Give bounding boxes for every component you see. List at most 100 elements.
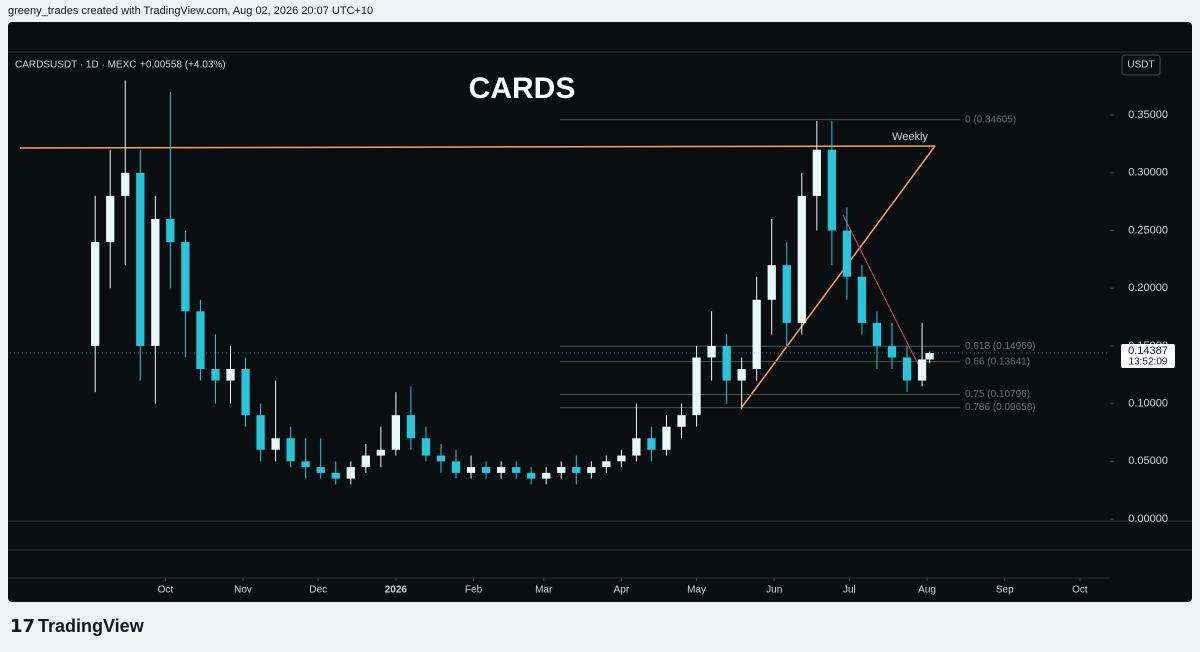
- candle-body: [662, 426, 671, 450]
- candle-body: [496, 467, 506, 473]
- x-tick-label: Dec: [309, 585, 327, 596]
- candle-body: [451, 461, 461, 473]
- candle-body: [857, 276, 867, 323]
- brand: TradingView: [38, 616, 145, 636]
- candle-body: [917, 359, 927, 381]
- currency-label: USDT: [1127, 60, 1154, 71]
- candle-body: [632, 438, 641, 456]
- candle-body: [692, 357, 701, 416]
- candle-body: [887, 345, 897, 358]
- x-tick-label: Feb: [465, 585, 483, 596]
- candle-body: [121, 172, 130, 196]
- trend-line: [741, 145, 936, 408]
- candle-body: [226, 369, 235, 381]
- candle-body: [91, 242, 100, 346]
- candle-body: [752, 299, 761, 370]
- candle-body: [151, 218, 160, 346]
- x-tick-label: Sep: [996, 585, 1014, 596]
- candle-body: [617, 455, 626, 462]
- x-tick-label: Jul: [843, 585, 856, 596]
- y-tick-label: 0.00000: [1128, 513, 1168, 525]
- candle-body: [196, 311, 205, 370]
- candle-body: [925, 353, 934, 360]
- candle-body: [181, 242, 190, 312]
- candle-body: [166, 218, 175, 243]
- logo-mark: 𝟭𝟳: [10, 616, 35, 636]
- fib-label: 0.75 (0.10796): [965, 389, 1030, 400]
- x-tick-label: Apr: [614, 585, 630, 596]
- horizontal-level: [19, 145, 936, 149]
- candle-body: [361, 455, 370, 468]
- chart-title: CARDS: [469, 72, 576, 105]
- countdown: 13:52:09: [1129, 357, 1168, 368]
- currency-button[interactable]: [1121, 54, 1161, 76]
- candle-body: [271, 438, 280, 450]
- candle-body: [466, 467, 476, 473]
- candle-body: [286, 438, 295, 462]
- candle-body: [782, 265, 791, 323]
- attribution: greeny_trades created with TradingView.c…: [8, 5, 373, 17]
- x-tick-label: Oct: [158, 585, 174, 596]
- candle-body: [827, 149, 837, 231]
- candle-body: [677, 415, 686, 427]
- x-tick-label: 2026: [385, 585, 408, 596]
- change: +0.00558 (+4.03%): [140, 60, 226, 71]
- annotation: Weekly: [892, 131, 928, 143]
- candle-body: [436, 455, 446, 462]
- y-tick-label: 0.25000: [1128, 224, 1168, 236]
- candle-body: [391, 415, 401, 450]
- candle-body: [542, 472, 551, 479]
- fib-label: 0.618 (0.14969): [965, 341, 1036, 352]
- candle-body: [572, 467, 581, 473]
- candle-body: [512, 467, 521, 473]
- candle-body: [812, 149, 821, 196]
- y-tick-label: 0.05000: [1128, 455, 1168, 467]
- x-tick-label: Nov: [234, 585, 252, 596]
- chart-background: [8, 22, 1192, 602]
- fib-label: 0 (0.34605): [965, 114, 1016, 125]
- candle-body: [316, 467, 325, 473]
- candle-body: [902, 357, 912, 381]
- fib-label: 0.786 (0.09658): [965, 402, 1036, 413]
- trend-line: [842, 214, 926, 379]
- candle-body: [587, 467, 596, 473]
- candle-body: [481, 467, 491, 473]
- candle-body: [211, 369, 220, 381]
- candle-body: [722, 345, 731, 381]
- candle-body: [376, 449, 385, 456]
- x-tick-label: May: [687, 585, 706, 596]
- candle-body: [106, 195, 115, 243]
- y-tick-label: 0.35000: [1128, 109, 1168, 121]
- last-price-box: [1121, 344, 1175, 369]
- candle-body: [301, 461, 310, 468]
- symbol: CARDSUSDT · 1D · MEXC: [15, 60, 137, 71]
- candle-body: [767, 265, 776, 300]
- candle-body: [406, 415, 416, 439]
- candle-body: [256, 415, 265, 450]
- candle-body: [647, 438, 656, 450]
- x-tick-label: Oct: [1072, 585, 1088, 596]
- candle-body: [872, 322, 882, 346]
- candle-body: [557, 467, 566, 473]
- y-tick-label: 0.20000: [1128, 282, 1168, 294]
- x-tick-label: Jun: [766, 585, 782, 596]
- fib-label: 0.66 (0.13641): [965, 356, 1030, 367]
- y-tick-label: 0.30000: [1128, 167, 1168, 179]
- candle-body: [421, 438, 431, 456]
- x-tick-label: Mar: [535, 585, 553, 596]
- candle-body: [346, 467, 355, 479]
- x-tick-label: Aug: [918, 585, 936, 596]
- candle-body: [737, 369, 746, 381]
- candle-body: [527, 472, 536, 479]
- y-tick-label: 0.10000: [1128, 398, 1168, 410]
- candle-body: [331, 472, 340, 479]
- candle-body: [797, 195, 806, 323]
- candle-body: [842, 230, 852, 277]
- candle-body: [707, 345, 716, 358]
- candle-body: [136, 172, 145, 346]
- last-price: 0.14387: [1128, 345, 1168, 357]
- candle-body: [602, 461, 611, 468]
- candle-body: [241, 369, 250, 416]
